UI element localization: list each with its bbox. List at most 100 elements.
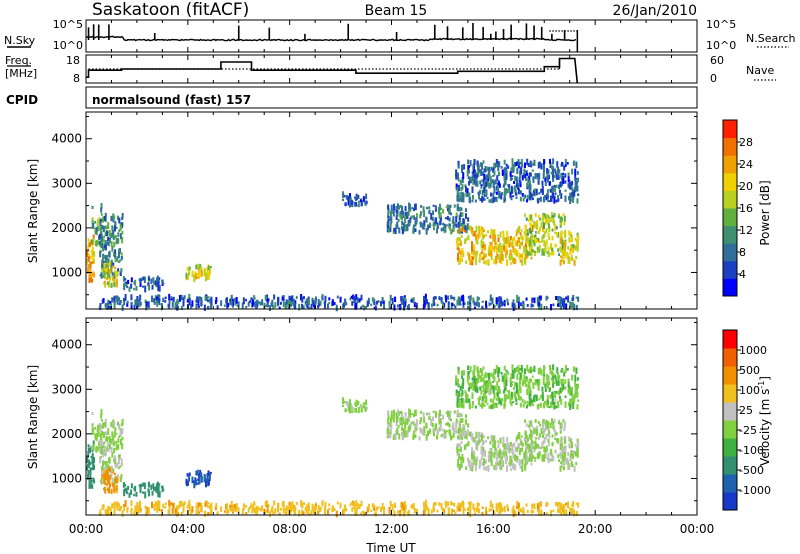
power-cell bbox=[404, 301, 407, 308]
velocity-cell bbox=[510, 401, 513, 407]
velocity-cell bbox=[100, 450, 103, 455]
velocity-cell bbox=[103, 469, 106, 476]
velocity-cell bbox=[537, 436, 540, 441]
velocity-cell bbox=[135, 491, 138, 497]
velocity-cell bbox=[223, 510, 226, 513]
velocity-cell bbox=[147, 507, 150, 515]
power-cell bbox=[420, 211, 423, 216]
power-cell bbox=[564, 164, 567, 168]
power-cell bbox=[108, 268, 111, 275]
velocity-cell bbox=[119, 506, 122, 511]
velocity-cell bbox=[501, 459, 504, 466]
power-cell bbox=[92, 255, 95, 262]
power-cell bbox=[476, 296, 479, 304]
power-cell bbox=[448, 217, 451, 222]
velocity-cell bbox=[526, 391, 529, 396]
power-cell bbox=[432, 299, 435, 305]
power-cell bbox=[533, 297, 536, 304]
velocity-cell bbox=[225, 503, 228, 510]
velocity-cell bbox=[423, 429, 426, 433]
velocity-cell bbox=[205, 482, 208, 488]
power-cell bbox=[538, 298, 541, 304]
velocity-cell bbox=[492, 443, 495, 449]
velocity-cell bbox=[237, 510, 240, 513]
power-cell bbox=[399, 306, 402, 309]
power-cell bbox=[574, 184, 577, 191]
velocity-cell bbox=[503, 507, 506, 510]
velocity-cell bbox=[541, 441, 544, 448]
power-cell bbox=[112, 235, 115, 241]
power-cell bbox=[553, 197, 556, 204]
velocity-cell bbox=[119, 430, 122, 436]
velocity-cell bbox=[551, 441, 554, 447]
power-cell bbox=[241, 302, 244, 309]
power-cell bbox=[99, 227, 102, 234]
velocity-cell bbox=[446, 410, 449, 415]
velocity-cell bbox=[568, 443, 571, 449]
power-cell bbox=[423, 210, 426, 218]
velocity-colorbar-tick-label: -100 bbox=[739, 444, 764, 457]
power-cell bbox=[519, 241, 522, 247]
power-cell bbox=[516, 249, 519, 254]
power-cell bbox=[162, 282, 165, 285]
power-cell bbox=[251, 301, 254, 308]
power-cell bbox=[574, 245, 577, 251]
power-cell bbox=[406, 223, 409, 231]
velocity-cell bbox=[139, 486, 142, 490]
velocity-cell bbox=[143, 482, 146, 490]
date-label: 26/Jan/2010 bbox=[613, 3, 697, 19]
power-cell bbox=[205, 276, 208, 282]
velocity-cell bbox=[497, 462, 500, 466]
velocity-cell bbox=[470, 449, 473, 452]
velocity-cell bbox=[190, 511, 193, 515]
power-cell bbox=[468, 181, 471, 186]
velocity-cell bbox=[387, 414, 390, 420]
power-cell bbox=[190, 305, 193, 309]
velocity-cell bbox=[462, 506, 465, 512]
power-cell bbox=[200, 296, 203, 304]
power-cell bbox=[118, 229, 121, 232]
power-cell bbox=[568, 195, 571, 201]
velocity-cell bbox=[365, 406, 368, 411]
power-cell bbox=[113, 241, 116, 248]
velocity-cell bbox=[342, 399, 345, 403]
power-cell bbox=[476, 240, 479, 245]
power-cell bbox=[448, 223, 451, 227]
velocity-cell bbox=[564, 401, 567, 408]
velocity-cell bbox=[100, 419, 103, 422]
velocity-colorbar-tick-label: -1000 bbox=[739, 484, 771, 497]
velocity-cell bbox=[290, 509, 293, 513]
velocity-cell bbox=[133, 493, 136, 497]
power-cell bbox=[94, 227, 97, 233]
power-cell bbox=[447, 209, 450, 214]
power-cell bbox=[409, 219, 412, 224]
power-cell bbox=[481, 244, 484, 248]
power-cell bbox=[567, 176, 570, 183]
velocity-cell bbox=[168, 506, 171, 511]
velocity-cell bbox=[235, 503, 238, 510]
velocity-cell bbox=[291, 501, 294, 508]
power-colorbar-tick-label: 12 bbox=[739, 224, 753, 237]
velocity-cell bbox=[111, 452, 114, 458]
power-cell bbox=[503, 248, 506, 252]
velocity-cell bbox=[559, 456, 562, 459]
power-cell bbox=[540, 303, 543, 306]
velocity-colorbar-label-end: ] bbox=[758, 376, 772, 381]
power-cell bbox=[87, 238, 90, 242]
velocity-cell bbox=[156, 481, 159, 487]
velocity-cell bbox=[357, 406, 360, 414]
power-cell bbox=[481, 300, 484, 303]
velocity-cell bbox=[449, 431, 452, 437]
velocity-cell bbox=[546, 502, 549, 505]
velocity-cell bbox=[123, 506, 126, 512]
velocity-cell bbox=[576, 447, 579, 454]
power-cell bbox=[404, 215, 407, 220]
velocity-cell bbox=[118, 435, 121, 438]
velocity-cell bbox=[532, 395, 535, 402]
velocity-cell bbox=[389, 431, 392, 438]
velocity-cell bbox=[547, 452, 550, 458]
velocity-cell bbox=[457, 370, 460, 375]
power-cell bbox=[481, 163, 484, 170]
velocity-cell bbox=[564, 364, 567, 372]
velocity-cell bbox=[479, 404, 482, 408]
